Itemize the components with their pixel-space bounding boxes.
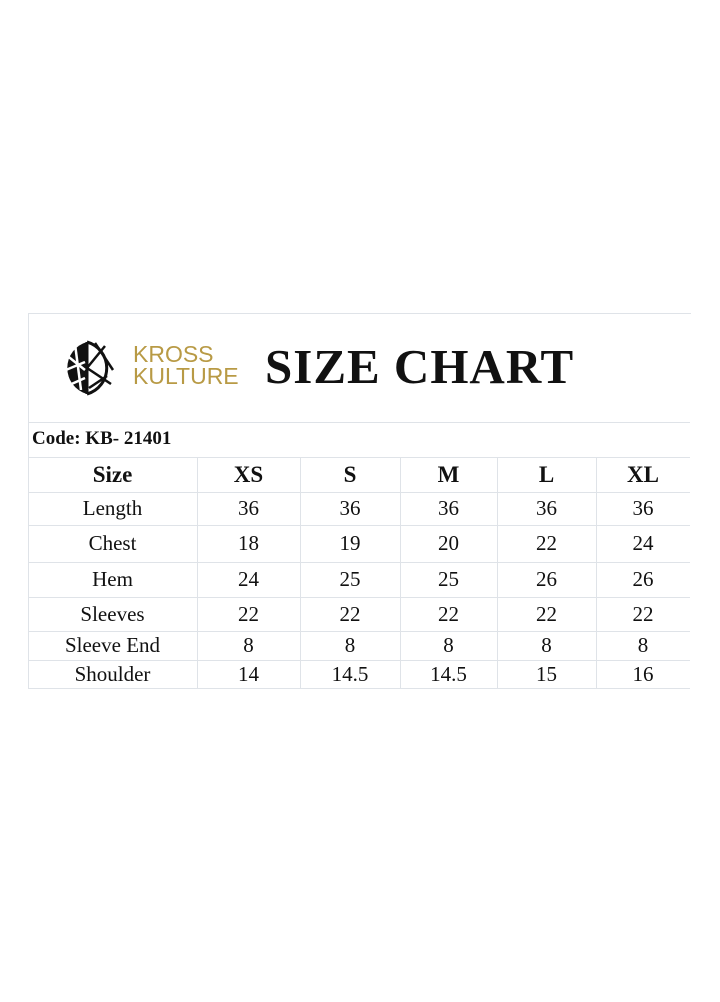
- divider: [28, 457, 690, 458]
- measurement-cell: 36: [632, 496, 654, 520]
- measurement-cell: 8: [637, 633, 649, 657]
- measurement-cell: 20: [438, 531, 459, 555]
- header-cell: M: [437, 461, 460, 487]
- column-divider: [300, 457, 301, 688]
- measurement-cell: 16: [632, 661, 654, 686]
- measurement-cell: 36: [339, 496, 361, 520]
- measurement-cell: 22: [536, 531, 557, 555]
- divider: [28, 492, 690, 493]
- table-row: Length 36 36 36 36 36: [28, 492, 690, 525]
- measurement-cell: 36: [536, 496, 557, 520]
- measurement-cell: 18: [238, 531, 259, 555]
- table-row: Shoulder 14 14.5 14.5 15 16: [28, 660, 690, 688]
- measurement-cell: 24: [632, 531, 654, 555]
- measurement-cell: 22: [438, 601, 459, 626]
- measurement-cell: 22: [536, 601, 557, 626]
- header-cell: XS: [233, 461, 264, 487]
- measurement-cell: 8: [443, 633, 454, 657]
- row-label: Sleeves: [80, 601, 145, 626]
- measurement-cell: 36: [438, 496, 459, 520]
- column-divider: [596, 457, 597, 688]
- divider: [28, 525, 690, 526]
- column-divider: [197, 457, 198, 688]
- column-divider: [400, 457, 401, 688]
- header-cell: XL: [627, 461, 659, 487]
- measurement-cell: 8: [243, 633, 254, 657]
- measurement-cell: 22: [632, 601, 654, 626]
- table-row: Sleeves 22 22 22 22 22: [28, 597, 690, 631]
- row-label: Sleeve End: [64, 633, 161, 657]
- table-row: Sleeve End 8 8 8 8 8: [28, 631, 690, 660]
- divider: [28, 597, 690, 598]
- table-row: Hem 24 25 25 26 26: [28, 562, 690, 597]
- column-divider: [497, 457, 498, 688]
- brand-wordmark: KROSS KULTURE: [133, 341, 239, 389]
- header-cell: L: [538, 461, 555, 487]
- measurement-cell: 14: [238, 661, 259, 686]
- divider: [28, 562, 690, 563]
- kross-kulture-logo-icon: [60, 340, 115, 396]
- measurement-cell: 25: [438, 567, 459, 591]
- measurement-cell: 36: [238, 496, 259, 520]
- table-header-row: Size XS S M L XL: [28, 457, 690, 492]
- measurement-cell: 24: [238, 567, 259, 591]
- brand-line-1: KROSS: [133, 341, 214, 367]
- measurement-cell: 25: [339, 567, 361, 591]
- divider: [28, 422, 690, 423]
- brand-line-2: KULTURE: [133, 363, 239, 389]
- product-code: Code: KB- 21401: [32, 428, 172, 449]
- divider: [28, 631, 690, 632]
- measurement-cell: 14.5: [430, 661, 467, 686]
- header-cell: Size: [92, 461, 133, 487]
- size-chart-frame: [28, 313, 691, 689]
- measurement-cell: 26: [632, 567, 654, 591]
- header-cell: S: [343, 461, 357, 487]
- row-label: Chest: [88, 531, 137, 555]
- measurement-cell: 19: [339, 531, 361, 555]
- measurement-cell: 15: [536, 661, 557, 686]
- measurement-cell: 22: [238, 601, 259, 626]
- measurement-cell: 26: [536, 567, 557, 591]
- table-row: Chest 18 19 20 22 24: [28, 525, 690, 562]
- row-label: Shoulder: [74, 661, 151, 686]
- row-label: Length: [82, 496, 143, 520]
- row-label: Hem: [92, 567, 133, 591]
- measurement-cell: 14.5: [331, 661, 369, 686]
- page-title: SIZE CHART: [265, 339, 575, 394]
- measurement-cell: 8: [541, 633, 552, 657]
- measurement-cell: 8: [344, 633, 356, 657]
- divider: [28, 688, 690, 689]
- measurement-cell: 22: [339, 601, 361, 626]
- divider: [28, 660, 690, 661]
